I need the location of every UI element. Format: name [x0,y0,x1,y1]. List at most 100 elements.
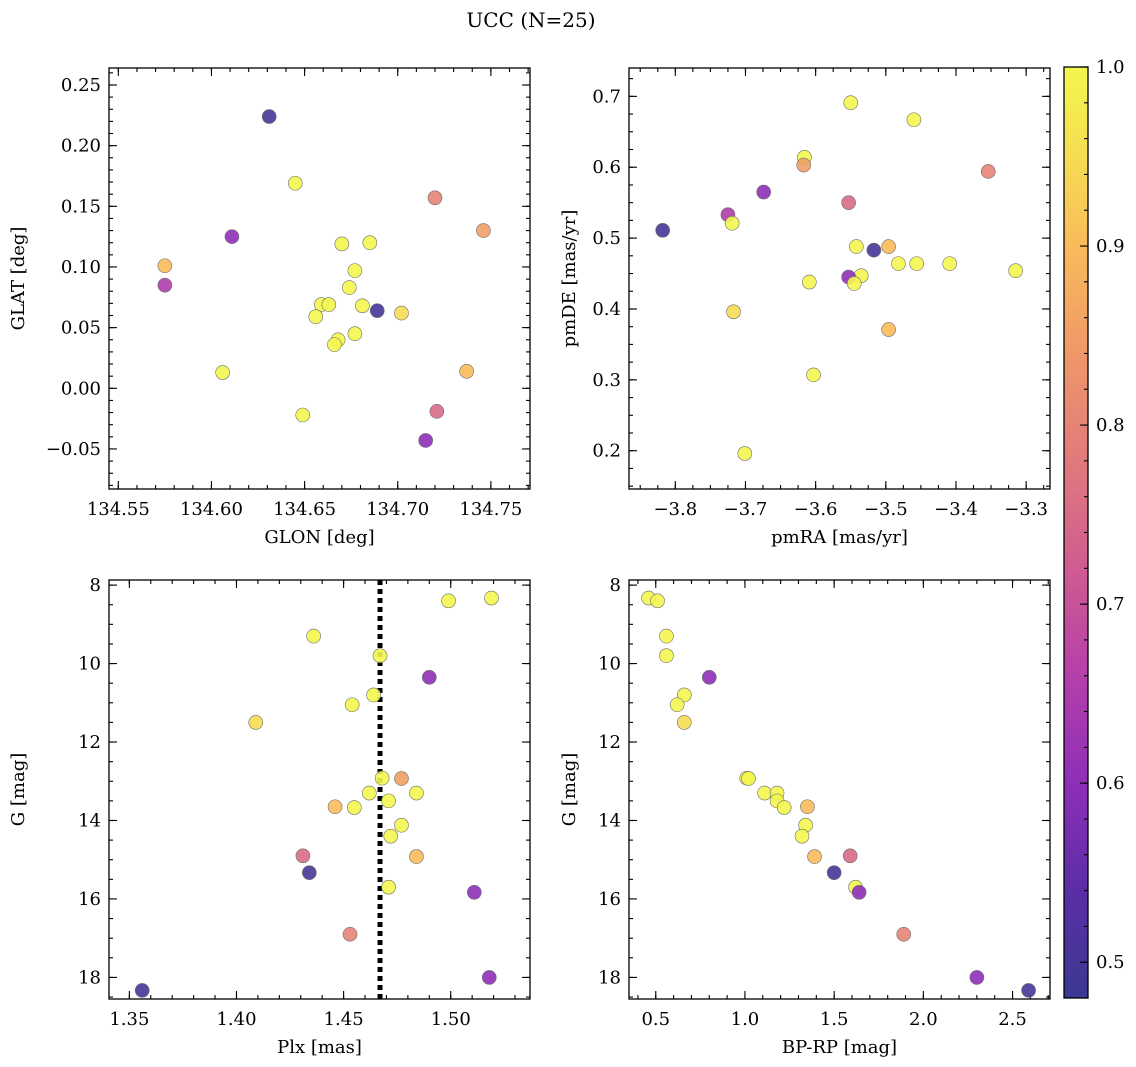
scatter-point [1008,263,1023,279]
scatter-point [969,970,985,985]
scatter-point [802,274,817,290]
panel-bprp-g: 0.5 1.0 1.5 2.0 2.5 8 10 12 14 16 18 BP-RP [mag] G [… [559,575,1051,1058]
x-tick-label: 134.70 [366,499,429,520]
scatter-point [157,258,173,274]
x-tick-label: 134.75 [459,499,522,520]
scatter-point [427,190,443,206]
scatter-point [369,303,385,318]
y-tick-label: 0.4 [592,299,621,320]
scatter-point [342,926,358,942]
scatter-point [347,326,363,342]
y-tick-label: 0.2 [592,441,621,462]
scatter-point [846,276,862,291]
scatter-point [394,771,409,786]
scatter-point [650,593,665,609]
scatter-point [295,848,311,864]
scatter-point [394,305,409,321]
scatter-point [374,770,390,786]
scatter-point [655,223,670,238]
scatter-point [347,800,362,815]
panel-glon-glat: 134.55 134.60 134.65 134.70 134.75 −0.05 0.00 0… [8,67,531,548]
scatter-point [776,800,792,815]
x-tick-label: 1.35 [109,1009,149,1030]
scatter-point [418,433,433,448]
scatter-point [441,593,456,609]
scatter-point [422,669,437,685]
scatter-point [224,229,240,244]
scatter-point [366,687,381,703]
scatter-point [342,280,357,295]
scatter-point [841,195,856,210]
y-axis-label: GLAT [deg] [8,227,29,331]
scatter-point [659,648,674,664]
axes-frame [628,579,1051,1000]
x-tick-label: 1.5 [820,1009,849,1030]
scatter-point [807,849,822,864]
colorbar-tick-label: 1.0 [1096,57,1125,78]
y-tick-label: 0.00 [61,378,101,399]
axes-frame [628,67,1051,490]
y-tick-label: 18 [78,967,101,988]
y-tick-label: 18 [598,967,621,988]
scatter-point [794,828,810,844]
scatter-point [849,239,864,254]
scatter-point [362,785,377,801]
x-axis-label: pmRA [mas/yr] [771,527,908,548]
scatter-point [394,817,409,833]
scatter-point [334,236,350,252]
x-tick-label: 134.65 [273,499,336,520]
y-tick-label: 16 [598,889,621,910]
y-tick-label: 0.20 [61,136,101,157]
scatter-point [724,215,740,231]
y-tick-label: 0.15 [61,196,101,217]
scatter-point [215,365,230,380]
x-tick-label: 2.0 [909,1009,938,1030]
colorbar-tick-label: 0.8 [1096,415,1125,436]
axes-frame [108,67,531,490]
y-tick-label: 12 [78,732,101,753]
scatter-point [362,235,378,251]
x-tick-label: 1.50 [431,1009,471,1030]
y-tick-label: 0.10 [61,257,101,278]
scatter-point [327,337,342,352]
scatter-point [321,297,337,312]
x-axis-label: GLON [deg] [264,527,374,548]
x-tick-label: −3.8 [653,499,697,520]
scatter-point [287,175,303,191]
y-tick-label: 0.25 [61,75,101,96]
scatter-point [881,239,896,254]
x-tick-label: 1.45 [324,1009,364,1030]
scatter-point [737,446,753,461]
scatter-point [726,304,741,320]
y-tick-label: 8 [610,575,621,596]
x-axis-label: BP-RP [mag] [782,1037,897,1058]
scatter-point [659,628,674,644]
scatter-point [308,309,324,325]
scatter-point [906,112,922,128]
colorbar: 0.5 0.6 0.7 0.8 0.9 1.0 [1063,57,1125,999]
y-tick-label: 10 [78,654,101,675]
scatter-point [409,785,424,801]
scatter-point [806,367,821,383]
scatter-point [796,157,812,173]
scatter-point [302,865,317,880]
scatter-point [347,263,363,278]
scatter-point [881,322,896,337]
scatter-point [409,849,424,864]
scatter-point [248,715,264,730]
scatter-point [866,242,882,258]
x-tick-label: −3.3 [1004,499,1048,520]
y-tick-label: 0.3 [592,370,621,391]
y-tick-label: 0.6 [592,157,621,178]
scatter-point [306,628,321,644]
scatter-point [481,970,497,985]
panel-pmra-pmde: −3.8 −3.7 −3.6 −3.5 −3.4 −3.3 0.2 0.3 0.4 0.5 0.6 0… [559,67,1051,548]
scatter-point [134,983,150,998]
scatter-point [327,799,343,815]
colorbar-tick-label: 0.9 [1096,236,1125,257]
scatter-point [669,697,685,713]
scatter-point [980,164,996,179]
scatter-point [355,298,370,314]
x-tick-label: −3.5 [864,499,908,520]
scatter-point [842,848,858,864]
